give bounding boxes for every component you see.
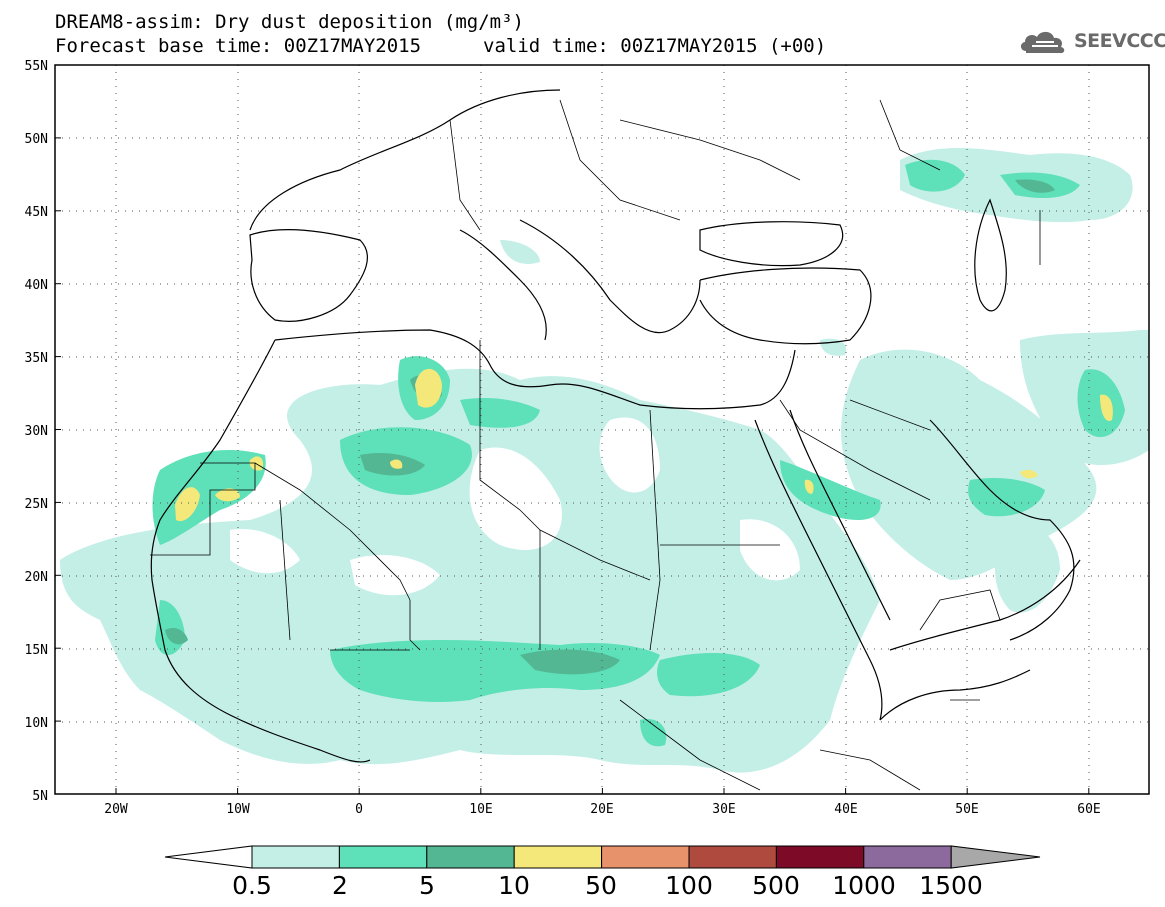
legend-label: 10 [498, 871, 530, 900]
lat-label: 5N [32, 789, 48, 804]
lon-label: 20W [104, 802, 128, 817]
legend-label: 1500 [919, 871, 983, 900]
lat-label: 25N [25, 497, 48, 512]
cloud-logo-icon [1020, 31, 1065, 54]
legend-label: 5 [419, 871, 435, 900]
colorbar-under-arrow [164, 845, 253, 869]
colorbar [164, 845, 1041, 869]
lon-label: 40E [834, 802, 857, 817]
legend-label: 1000 [832, 871, 896, 900]
lat-label: 35N [25, 351, 48, 366]
lat-label: 45N [25, 205, 48, 220]
legend-label: 50 [585, 871, 617, 900]
legend-label: 500 [752, 871, 800, 900]
colorbar-over-arrow [950, 845, 1041, 869]
lat-ticks [55, 64, 61, 795]
legend-label: 0.5 [232, 871, 272, 900]
dust-field [55, 65, 1149, 794]
lon-ticks [115, 788, 1090, 794]
lat-label: 55N [25, 59, 48, 74]
borders [150, 99, 1041, 791]
colorbar-segment [426, 845, 515, 869]
seevccc-logo: SEEVCCC [1018, 27, 1165, 55]
lat-label: 30N [25, 424, 48, 439]
lat-label: 15N [25, 643, 48, 658]
lon-labels: 20W 10W 0 10E 20E 30E 40E 50E 60E [104, 802, 1100, 817]
colorbar-segment [251, 845, 340, 869]
logo-text: SEEVCCC [1074, 30, 1165, 52]
valid-time: valid time: 00Z17MAY2015 (+00) [483, 35, 827, 57]
legend-label: 100 [665, 871, 713, 900]
lon-label: 10E [469, 802, 492, 817]
lat-label: 20N [25, 570, 48, 585]
lat-label: 50N [25, 132, 48, 147]
colorbar-segment [688, 845, 777, 869]
lon-label: 60E [1077, 802, 1100, 817]
colorbar-segment [601, 845, 690, 869]
legend-label: 2 [332, 871, 348, 900]
map-title: DREAM8-assim: Dry dust deposition (mg/m³… [55, 11, 524, 33]
lon-label: 10W [226, 802, 250, 817]
coastlines [150, 89, 1081, 763]
colorbar-segment [775, 845, 865, 869]
lat-label: 10N [25, 716, 48, 731]
forecast-base-time: Forecast base time: 00Z17MAY2015 [55, 35, 422, 57]
lon-label: 0 [355, 802, 363, 817]
colorbar-segment [338, 845, 428, 869]
lat-labels: 55N 50N 45N 40N 35N 30N 25N 20N 15N 10N … [25, 59, 48, 804]
lon-label: 50E [955, 802, 978, 817]
lon-label: 20E [590, 802, 613, 817]
dust-level-hot [175, 368, 1113, 522]
colorbar-segment [863, 845, 952, 869]
colorbar-segment [513, 845, 603, 869]
lat-label: 40N [25, 278, 48, 293]
graticule [55, 65, 1149, 794]
lon-label: 30E [712, 802, 735, 817]
